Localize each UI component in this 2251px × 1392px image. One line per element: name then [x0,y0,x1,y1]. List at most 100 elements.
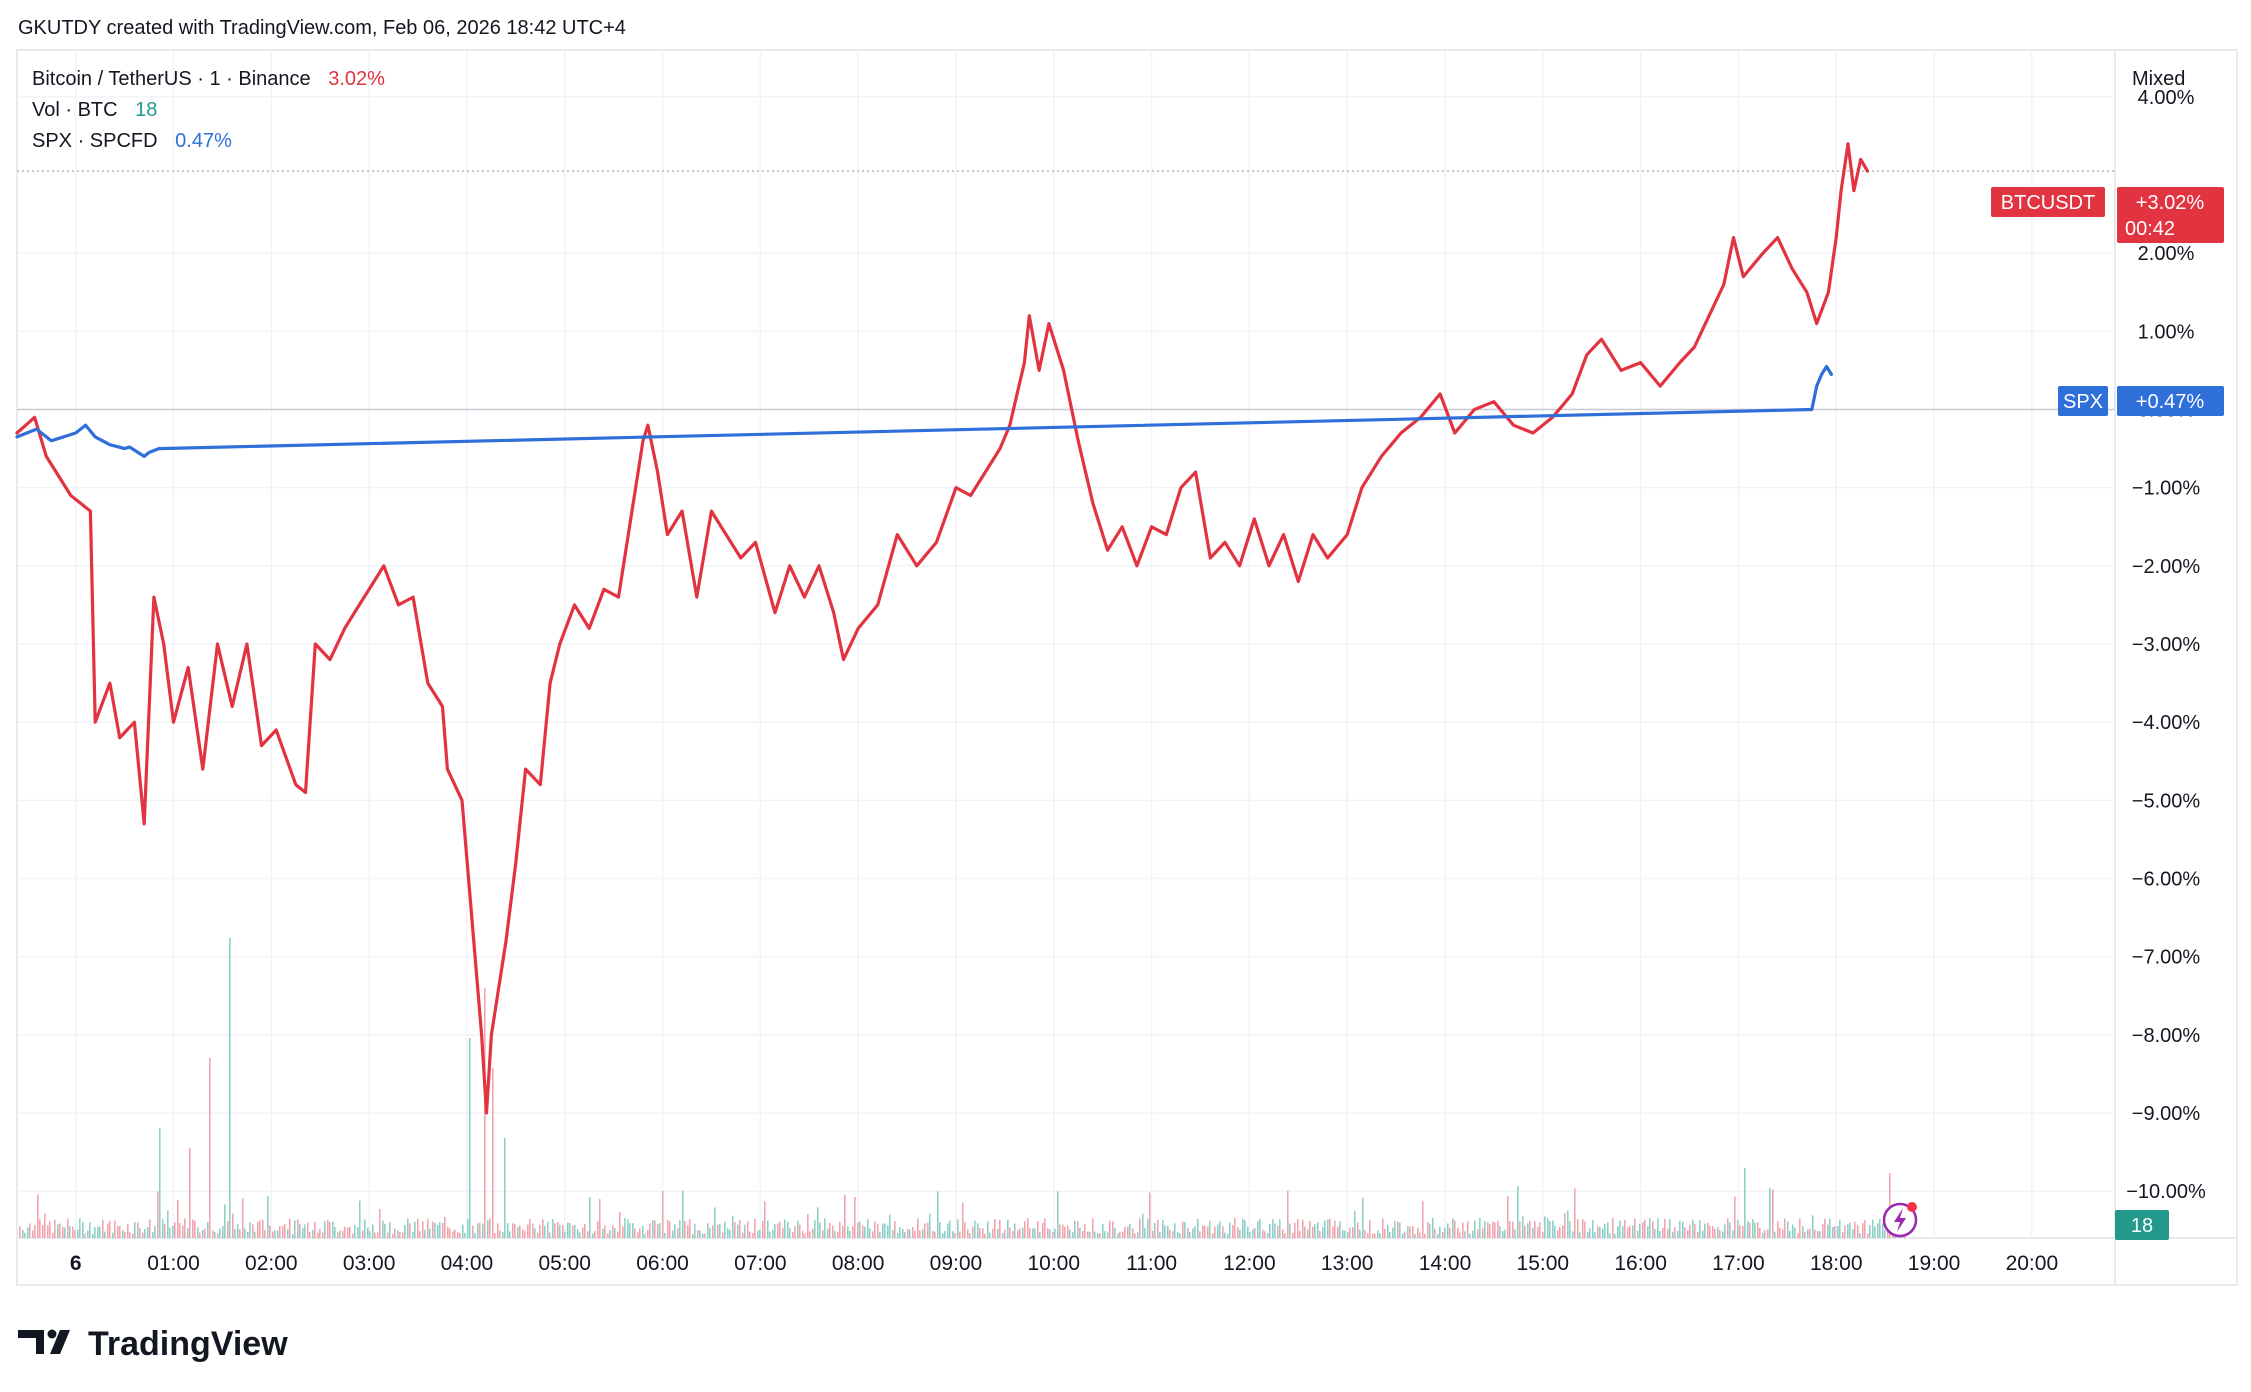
volume-bar [309,1232,311,1238]
volume-bar [1332,1226,1334,1238]
volume-bar [1699,1220,1701,1238]
legend-spx-value: 0.47% [175,130,232,152]
volume-bar [377,1232,379,1238]
volume-bar [1419,1232,1421,1238]
volume-bar [1509,1221,1511,1238]
volume-bar [192,1219,194,1238]
volume-bar [299,1224,301,1238]
volume-bar [434,1222,436,1238]
volume-bar [337,1232,339,1238]
volume-bar [967,1229,969,1238]
volume-bar [387,1232,389,1238]
volume-bar [1164,1225,1166,1238]
volume-bar [1344,1230,1346,1238]
volume-bar [67,1218,69,1238]
legend-btc-value: 3.02% [328,68,385,90]
volume-bar [1522,1216,1524,1238]
volume-bar [1414,1233,1416,1238]
volume-bar [1842,1232,1844,1238]
x-tick-label: 19:00 [1908,1252,1961,1275]
volume-bar [1289,1223,1291,1238]
time-axis-labels: 6 01:00 02:00 03:00 04:00 05:00 06:00 07:00 08:0… [70,1252,2058,1275]
scale-mode-button[interactable]: Mixed [2132,68,2185,90]
volume-bar [559,1224,561,1238]
volume-bar [587,1231,589,1238]
x-tick-label: 11:00 [1126,1252,1177,1275]
volume-bar [154,1226,156,1238]
volume-bar [432,1221,434,1238]
volume-bar [777,1223,779,1238]
volume-bar [254,1231,256,1238]
y-tick-label: −9.00% [2132,1103,2201,1125]
volume-bar [127,1224,129,1238]
volume-bar [752,1232,754,1238]
volume-bar [669,1221,671,1238]
volume-bar [1319,1231,1321,1238]
volume-bar [582,1227,584,1238]
volume-bar [902,1229,904,1238]
volume-bar [1784,1218,1786,1238]
volume-bar [1232,1224,1234,1238]
volume-bar [1674,1227,1676,1238]
volume-bar [292,1233,294,1238]
volume-bar [94,1226,96,1238]
volume-bar [722,1232,724,1238]
volume-bar [172,1225,174,1238]
y-tick-label: −10.00% [2126,1181,2206,1203]
volume-bar [79,1218,81,1238]
volume-bar [1567,1210,1569,1238]
volume-bar [964,1222,966,1238]
volume-bar [344,1226,346,1238]
volume-bar [1517,1186,1519,1238]
x-tick-label: 17:00 [1712,1252,1765,1275]
volume-bar [89,1222,91,1238]
volume-bar [122,1230,124,1238]
volume-bar [1024,1221,1026,1238]
volume-bar [1049,1229,1051,1238]
volume-bar [1697,1232,1699,1238]
volume-bar [562,1224,564,1238]
lightning-icon[interactable] [1882,1202,1918,1238]
volume-bar [692,1233,694,1238]
volume-bar [1267,1232,1269,1238]
volume-bar [74,1230,76,1238]
volume-bar [1264,1231,1266,1238]
volume-bar [52,1232,54,1238]
volume-bar [427,1218,429,1238]
volume-bar [1682,1221,1684,1238]
volume-bar [702,1233,704,1238]
volume-bar [152,1232,154,1238]
volume-bar [1562,1225,1564,1238]
volume-bar [1129,1223,1131,1238]
volume-bar [182,1225,184,1238]
volume-bar [547,1221,549,1238]
volume-bar [1477,1229,1479,1238]
volume-bar [672,1230,674,1238]
volume-bar [1554,1225,1556,1238]
y-tick-label: −5.00% [2132,790,2201,812]
volume-bar [1809,1228,1811,1238]
volume-bar [1382,1218,1384,1238]
volume-bar [742,1232,744,1238]
volume-bar [1104,1231,1106,1238]
volume-bar [119,1226,121,1238]
volume-bar [1659,1230,1661,1238]
volume-bar [1687,1230,1689,1238]
volume-bar [1874,1226,1876,1238]
volume-bar [1652,1221,1654,1238]
volume-bar [382,1220,384,1238]
volume-bar [177,1200,179,1238]
x-tick-label: 08:00 [832,1252,885,1275]
y-tick-label: 1.00% [2138,321,2195,343]
volume-bar [1624,1219,1626,1238]
volume-bar [789,1228,791,1238]
volume-bar [659,1222,661,1238]
volume-bar [1217,1224,1219,1238]
volume-bar [1807,1229,1809,1238]
volume-bar [1889,1173,1891,1238]
volume-bar [1009,1227,1011,1238]
volume-bar [1844,1225,1846,1238]
tradingview-logo[interactable]: TradingView [18,1325,288,1363]
legend[interactable]: Bitcoin / TetherUS · 1 · Binance 3.02% V… [32,68,385,152]
volume-bar [1377,1230,1379,1238]
